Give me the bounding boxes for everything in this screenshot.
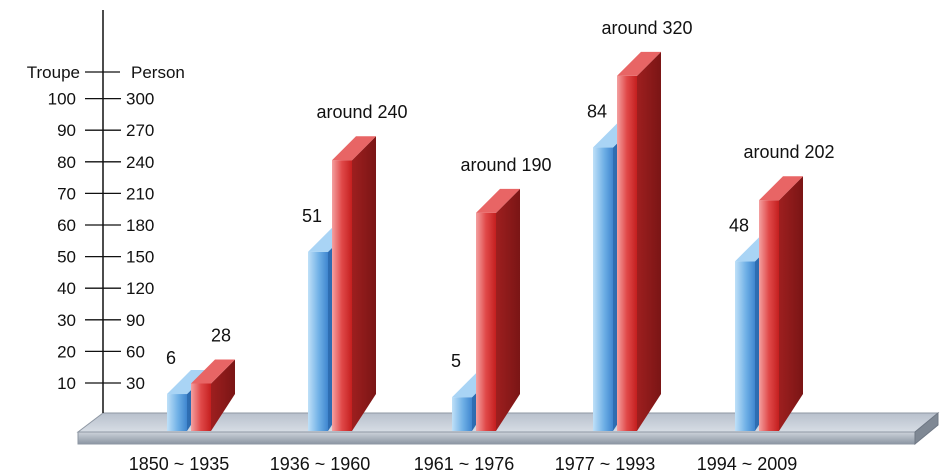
person-value-label: around 202 — [743, 142, 834, 162]
right-tick-label: 60 — [126, 342, 145, 361]
person-bar-front — [332, 160, 352, 431]
person-bar — [191, 359, 235, 431]
person-value-label: around 190 — [460, 155, 551, 175]
right-tick-label: 120 — [126, 279, 154, 298]
chart-floor — [76, 411, 940, 446]
left-tick-label: 100 — [48, 90, 76, 109]
axes: Troupe Person 10 30 20 60 30 90 40 120 50 150 60 18… — [27, 10, 185, 413]
person-bar — [617, 51, 661, 431]
left-tick-label: 10 — [57, 374, 76, 393]
category-labels: 1850 ~ 1935 1936 ~ 1960 1961 ~ 1976 1977 ~ … — [129, 454, 798, 474]
troupe-value-label: 6 — [166, 348, 176, 368]
person-bar-front — [191, 383, 211, 431]
right-tick-label: 210 — [126, 184, 154, 203]
category-label: 1961 ~ 1976 — [414, 454, 515, 474]
left-tick-label: 80 — [57, 153, 76, 172]
right-tick-label: 240 — [126, 153, 154, 172]
right-axis-title: Person — [131, 63, 185, 82]
left-tick-label: 90 — [57, 121, 76, 140]
person-bar-top — [191, 359, 235, 384]
floor-side — [914, 411, 939, 446]
person-bar-side — [637, 51, 661, 431]
person-bar — [332, 136, 376, 431]
troupe-bar-front — [167, 394, 187, 431]
right-tick-label: 90 — [126, 311, 145, 330]
person-bar-front — [476, 212, 496, 431]
category-label: 1936 ~ 1960 — [270, 454, 371, 474]
right-tick-label: 300 — [126, 90, 154, 109]
person-bar-top — [759, 176, 803, 201]
troupe-bar-front — [593, 147, 613, 431]
left-tick-label: 50 — [57, 248, 76, 267]
left-tick-label: 20 — [57, 342, 76, 361]
left-tick-label: 60 — [57, 216, 76, 235]
person-value-label: 28 — [211, 326, 231, 346]
value-labels: 6 28 51 around 240 5 around 190 84 around 320 48… — [166, 18, 835, 371]
troupe-bar-front — [452, 397, 472, 431]
person-bar-side — [496, 188, 520, 431]
troupe-value-label: 84 — [587, 102, 607, 122]
person-bar — [759, 176, 803, 431]
right-tick-label: 270 — [126, 121, 154, 140]
category-label: 1850 ~ 1935 — [129, 454, 230, 474]
troupe-value-label: 5 — [451, 351, 461, 371]
axis-ticks: 10 30 20 60 30 90 40 120 50 150 60 180 70 210 80 240 90 2… — [48, 90, 155, 393]
person-bar-side — [779, 176, 803, 431]
left-tick-label: 30 — [57, 311, 76, 330]
right-tick-label: 30 — [126, 374, 145, 393]
person-bar-front — [617, 75, 637, 431]
person-bar-top — [332, 136, 376, 161]
left-axis-title: Troupe — [27, 63, 80, 82]
troupe-value-label: 51 — [302, 206, 322, 226]
person-bar-side — [211, 359, 235, 431]
right-tick-label: 180 — [126, 216, 154, 235]
troupe-bar-front — [735, 261, 755, 431]
right-tick-label: 150 — [126, 248, 154, 267]
troupe-value-label: 48 — [729, 215, 749, 235]
person-value-label: around 320 — [601, 18, 692, 38]
bars — [167, 51, 803, 431]
person-bar-top — [476, 188, 520, 213]
category-label: 1994 ~ 2009 — [697, 454, 798, 474]
person-bar-top — [617, 51, 661, 76]
floor-front — [77, 431, 916, 445]
person-bar-front — [759, 200, 779, 431]
left-tick-label: 40 — [57, 279, 76, 298]
person-value-label: around 240 — [316, 102, 407, 122]
troupe-bar-front — [308, 251, 328, 431]
category-label: 1977 ~ 1993 — [555, 454, 656, 474]
person-bar-side — [352, 136, 376, 431]
left-tick-label: 70 — [57, 184, 76, 203]
person-bar — [476, 188, 520, 431]
